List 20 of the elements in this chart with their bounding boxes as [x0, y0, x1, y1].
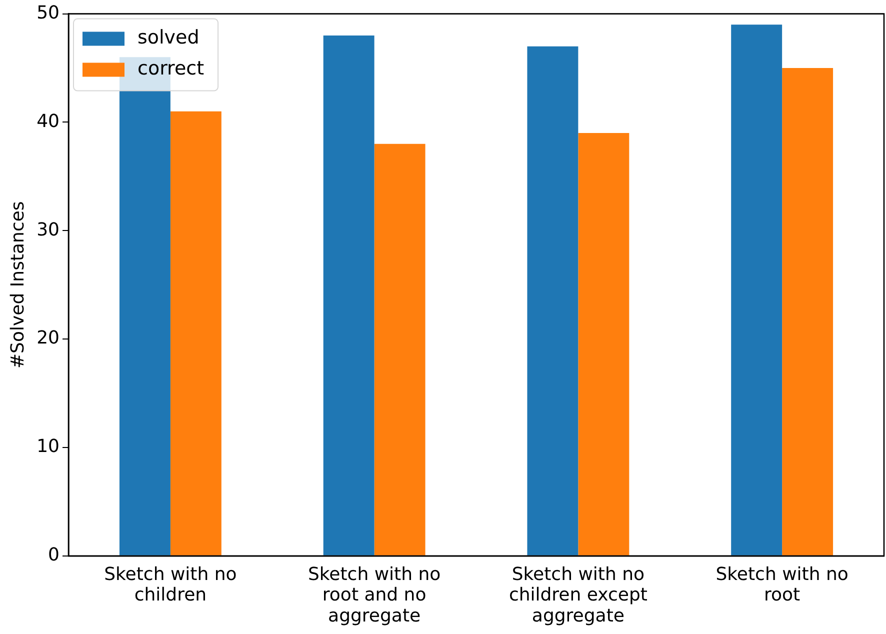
- y-axis-title: #Solved Instances: [7, 201, 28, 369]
- y-tick-label: 40: [36, 110, 60, 132]
- bar: [527, 46, 578, 556]
- bar: [782, 68, 834, 556]
- legend-label: solved: [138, 26, 200, 49]
- bar: [731, 24, 782, 556]
- y-tick-label: 0: [48, 544, 60, 566]
- bar: [170, 111, 222, 556]
- y-tick-label: 10: [36, 436, 60, 458]
- y-tick-label: 50: [36, 2, 60, 24]
- x-tick-label: Sketch with no children: [104, 564, 237, 606]
- legend-label: correct: [138, 58, 204, 80]
- y-tick-label: 20: [36, 328, 60, 349]
- x-tick-label: Sketch with no root: [716, 564, 848, 606]
- bar: [323, 35, 374, 556]
- x-tick-label: Sketch with no root and no aggregate: [308, 564, 441, 626]
- y-tick-label: 30: [36, 219, 60, 240]
- bar: [374, 144, 426, 556]
- x-tick-label: Sketch with no children except aggregate: [508, 564, 648, 626]
- bar: [578, 133, 630, 556]
